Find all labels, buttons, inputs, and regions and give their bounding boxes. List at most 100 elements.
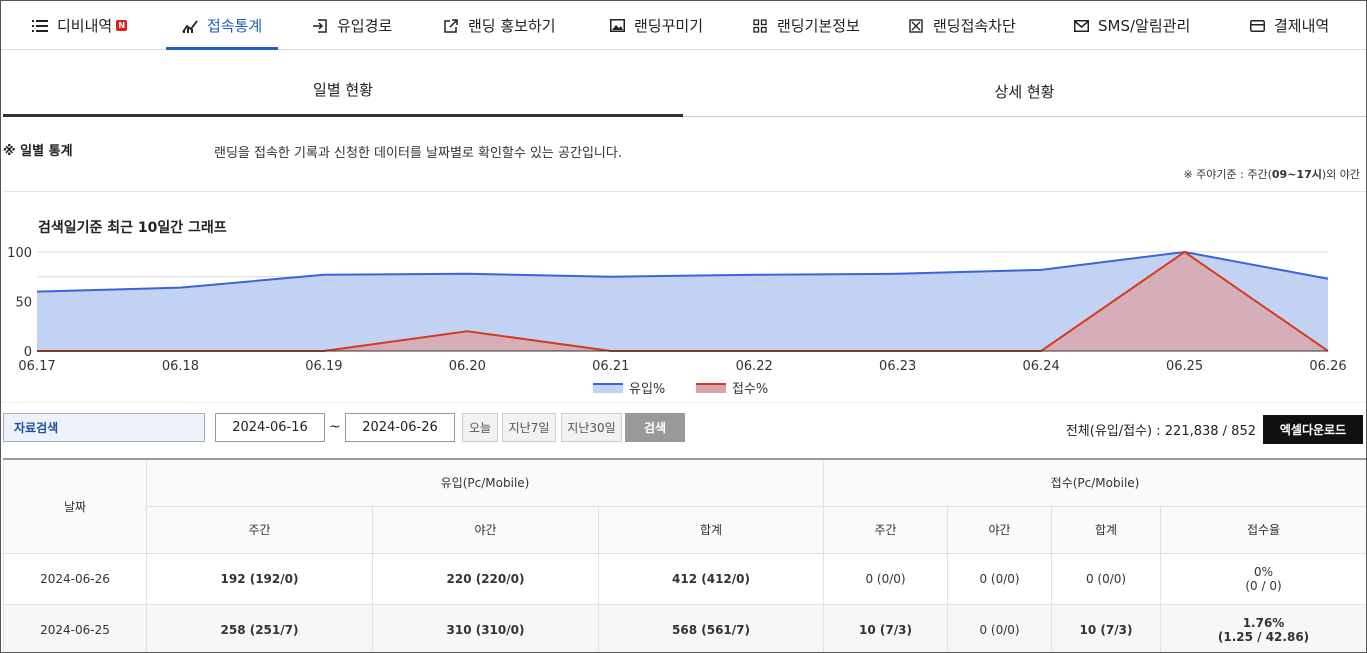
chart-title: 검색일기준 최근 10일간 그래프: [38, 220, 227, 236]
tab-daily-status[interactable]: 일별 현황: [3, 65, 683, 117]
nav-item-block-access[interactable]: 랜딩접속차단: [908, 1, 1016, 50]
header-date: 날짜: [3, 458, 147, 554]
last-7-days-button[interactable]: 지난7일: [502, 413, 556, 442]
cell-inflow-total: 412 (412/0): [597, 552, 825, 605]
card-icon: [1249, 18, 1265, 34]
block-icon: [908, 18, 924, 34]
cell-receipt-rate: 1.76% (1.25 / 42.86): [1160, 603, 1366, 652]
image-icon: [609, 18, 625, 34]
series-area-0: [37, 252, 1328, 351]
cell-inflow-total: 568 (561/7): [597, 603, 825, 652]
section-description: 랜딩을 접속한 기록과 신청한 데이터를 날짜별로 확인할수 있는 공간입니다.: [214, 146, 622, 161]
rate-value: 0%: [1253, 564, 1274, 579]
cell-receipt-total: 10 (7/3): [1051, 603, 1162, 652]
header-inflow-night: 야간: [372, 505, 599, 554]
nav-item-payments[interactable]: 결제내역: [1249, 1, 1329, 50]
grid-icon: [752, 18, 768, 34]
search-label: 자료검색: [3, 413, 205, 442]
search-button[interactable]: 검색: [625, 413, 685, 442]
new-badge: N: [116, 20, 128, 31]
last-30-days-button[interactable]: 지난30일: [561, 413, 622, 442]
rate-detail: (0 / 0): [1245, 578, 1282, 593]
series-area-1: [37, 252, 1328, 351]
x-tick-label: 06.19: [305, 359, 342, 374]
x-tick-label: 06.22: [736, 359, 773, 374]
header-receipt-rate: 접수율: [1160, 505, 1366, 554]
nav-label: 접속통계: [207, 17, 263, 35]
cell-inflow-day: 192 (192/0): [146, 552, 373, 605]
totals-summary: 전체(유입/접수) : 221,838 / 852: [1065, 424, 1256, 439]
nav-label: 결제내역: [1274, 17, 1330, 35]
rate-detail: (1.25 / 42.86): [1217, 629, 1310, 644]
nav-label: 랜딩꾸미기: [634, 17, 704, 35]
cell-receipt-day: 0 (0/0): [823, 552, 949, 605]
header-inflow-total: 합계: [597, 505, 825, 554]
nav-label: SMS/알림관리: [1098, 17, 1191, 35]
series-line-0: [36, 250, 1329, 293]
cell-receipt-night: 0 (0/0): [947, 603, 1053, 652]
x-tick-label: 06.21: [592, 359, 629, 374]
nav-label: 유입경로: [337, 17, 393, 35]
end-date-input[interactable]: [345, 413, 455, 442]
nav-label: 랜딩 홍보하기: [468, 17, 556, 35]
header-receipt: 접수(Pc/Mobile): [823, 458, 1366, 507]
header-inflow: 유입(Pc/Mobile): [145, 458, 825, 507]
nav-label: 랜딩접속차단: [933, 17, 1016, 35]
cell-receipt-total: 0 (0/0): [1051, 552, 1162, 605]
note-hours: 09~17시: [1271, 168, 1322, 181]
header-inflow-day: 주간: [146, 505, 373, 554]
nav-item-db-list[interactable]: 디비내역 N: [32, 1, 128, 50]
stats-chart: 0 50 100 06.17 06.18 06.19 06.20 06.21 06.22 06.2…: [7, 246, 1346, 397]
y-tick-label: 0: [24, 345, 32, 360]
chart-line-icon: [182, 18, 198, 34]
stats-table: 날짜 유입(Pc/Mobile) 접수(Pc/Mobile) 주간 야간 합계 …: [3, 458, 1366, 652]
x-tick-label: 06.25: [1166, 359, 1203, 374]
y-tick-label: 100: [7, 246, 32, 261]
nav-label: 디비내역: [57, 17, 113, 35]
legend-swatch: [696, 383, 726, 393]
cell-inflow-night: 310 (310/0): [372, 603, 599, 652]
legend-label: 유입%: [629, 382, 665, 397]
x-tick-label: 06.17: [18, 359, 55, 374]
legend-label: 접수%: [732, 382, 768, 397]
tab-detail-status[interactable]: 상세 현황: [994, 82, 1055, 101]
x-tick-label: 06.24: [1023, 359, 1060, 374]
note-prefix: ※ 주야기준 : 주간(: [1183, 168, 1272, 181]
header-receipt-day: 주간: [823, 505, 949, 554]
x-tick-label: 06.26: [1309, 359, 1346, 374]
start-date-input[interactable]: [215, 413, 325, 442]
nav-item-access-stats[interactable]: 접속통계: [165, 1, 279, 50]
nav-item-decorate[interactable]: 랜딩꾸미기: [609, 1, 703, 50]
nav-label: 랜딩기본정보: [777, 17, 860, 35]
cell-date: 2024-06-26: [3, 552, 147, 605]
excel-download-button[interactable]: 엑셀다운로드: [1263, 415, 1363, 444]
x-tick-label: 06.18: [162, 359, 199, 374]
cell-receipt-night: 0 (0/0): [947, 552, 1053, 605]
date-range-separator: ~: [329, 419, 341, 435]
external-link-icon: [443, 18, 459, 34]
divider: [3, 191, 1366, 192]
divider: [3, 402, 1366, 403]
nav-item-inflow-path[interactable]: 유입경로: [312, 1, 392, 50]
enter-icon: [312, 18, 328, 34]
today-button[interactable]: 오늘: [462, 413, 498, 442]
cell-inflow-night: 220 (220/0): [372, 552, 599, 605]
table-row: 2024-06-26 192 (192/0) 220 (220/0) 412 (…: [3, 552, 1366, 605]
note-suffix: )외 야간: [1321, 168, 1360, 181]
x-tick-label: 06.23: [879, 359, 916, 374]
section-title: ※ 일별 통계: [3, 144, 73, 159]
cell-receipt-rate: 0% (0 / 0): [1160, 552, 1366, 605]
legend-swatch: [593, 383, 623, 393]
cell-inflow-day: 258 (251/7): [146, 603, 373, 652]
table-row: 2024-06-25 258 (251/7) 310 (310/0) 568 (…: [3, 603, 1366, 652]
list-icon: [32, 18, 48, 34]
day-night-note: ※ 주야기준 : 주간(09~17시)외 야간: [1183, 166, 1360, 182]
y-tick-label: 50: [15, 296, 32, 311]
header-receipt-night: 야간: [947, 505, 1053, 554]
nav-item-sms[interactable]: SMS/알림관리: [1073, 1, 1190, 50]
rate-value: 1.76%: [1242, 615, 1285, 630]
top-nav: 디비내역 N 접속통계 유입경로 랜딩 홍보하기 랜딩꾸미기: [1, 1, 1366, 50]
nav-item-promote[interactable]: 랜딩 홍보하기: [443, 1, 556, 50]
nav-item-basic-info[interactable]: 랜딩기본정보: [752, 1, 860, 50]
